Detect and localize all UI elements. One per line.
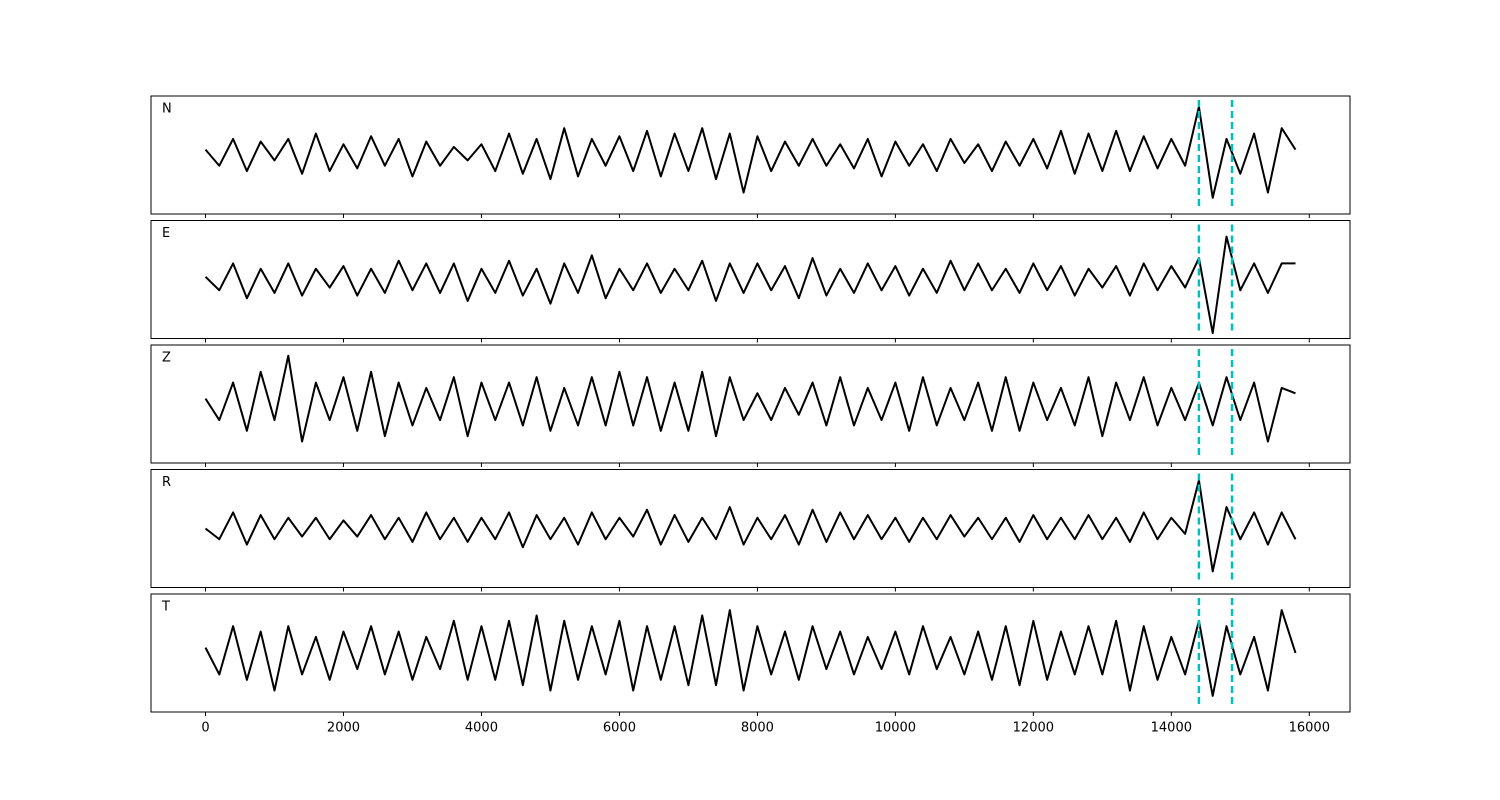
panel-label: E — [162, 226, 170, 241]
x-tick-label: 16000 — [1289, 721, 1330, 736]
panel-label: R — [162, 475, 171, 490]
x-tick-label: 2000 — [327, 721, 360, 736]
panel-frame — [150, 593, 1351, 713]
x-tick-label: 14000 — [1151, 721, 1192, 736]
trace — [204, 235, 1296, 335]
trace — [204, 609, 1297, 697]
x-tick-label: 4000 — [465, 721, 498, 736]
x-tick-label: 0 — [201, 721, 209, 736]
panel-label: Z — [162, 351, 171, 366]
trace — [204, 105, 1297, 199]
trace — [204, 354, 1296, 443]
x-tick-label: 10000 — [875, 721, 916, 736]
panel-label: T — [161, 600, 170, 615]
panel-label: N — [162, 102, 172, 117]
x-tick-label: 8000 — [741, 721, 774, 736]
x-tick-label: 12000 — [1013, 721, 1054, 736]
panel-frame — [150, 95, 1351, 215]
x-tick-label: 6000 — [603, 721, 636, 736]
panel-frame — [150, 344, 1351, 464]
panel-frame — [150, 469, 1351, 588]
trace — [204, 479, 1297, 573]
